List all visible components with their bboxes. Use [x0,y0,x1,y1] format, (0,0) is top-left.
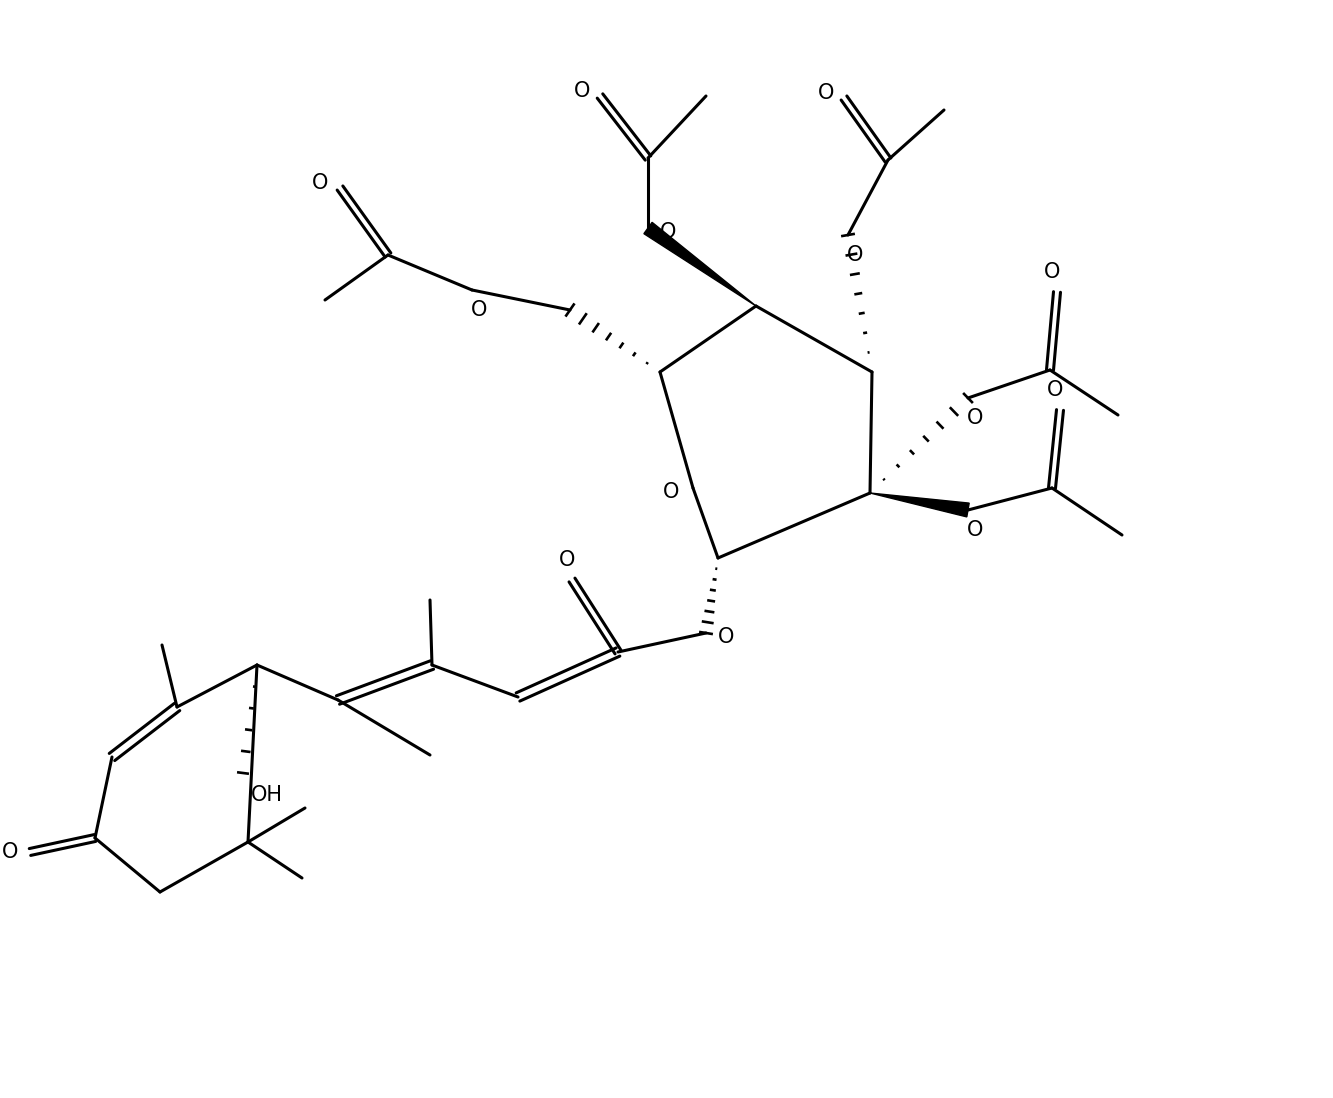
Text: O: O [1,842,19,862]
Text: O: O [559,550,575,570]
Text: O: O [966,520,984,540]
Text: O: O [660,222,676,242]
Text: O: O [818,83,834,103]
Text: O: O [573,81,591,101]
Text: O: O [717,627,734,647]
Text: O: O [312,173,328,193]
Text: O: O [663,482,680,502]
Text: O: O [1044,262,1060,282]
Text: O: O [846,245,864,265]
Polygon shape [870,493,969,517]
Text: OH: OH [251,785,283,805]
Text: O: O [966,408,984,428]
Polygon shape [644,222,756,306]
Text: O: O [1046,380,1064,400]
Text: O: O [471,300,487,320]
